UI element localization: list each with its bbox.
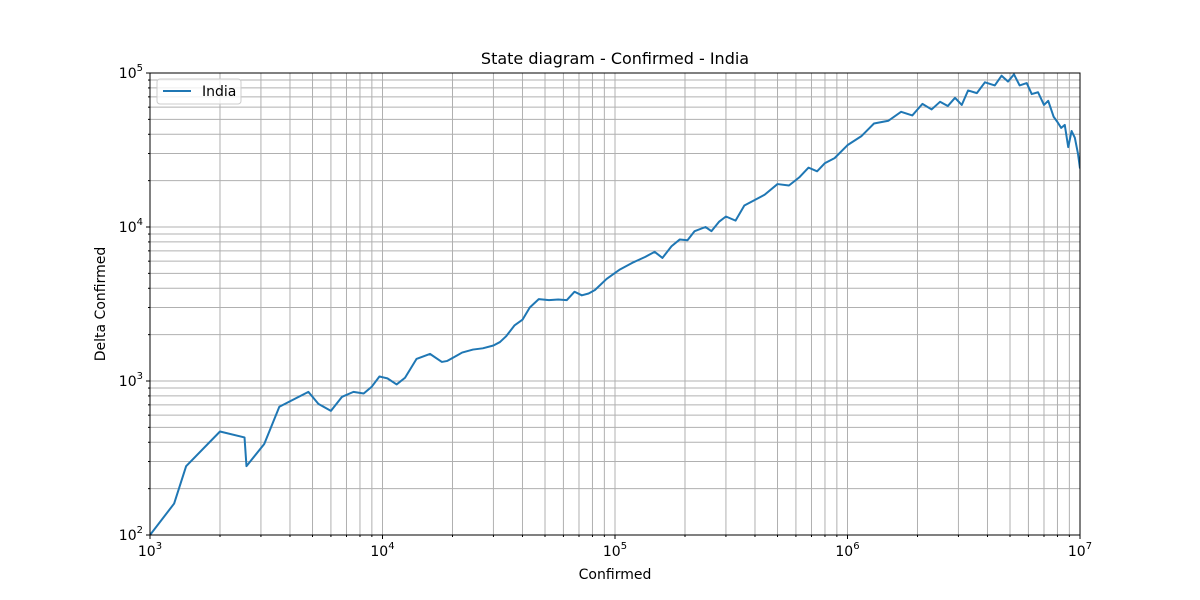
series-line-india	[150, 73, 1080, 535]
y-axis-label: Delta Confirmed	[93, 247, 109, 361]
y-tick-label: 104	[119, 217, 143, 236]
x-tick-label: 104	[370, 541, 394, 560]
x-tick-label: 105	[603, 541, 627, 560]
y-tick-label: 102	[119, 525, 143, 544]
y-tick-label: 105	[119, 63, 143, 82]
y-tick-label: 103	[119, 371, 143, 390]
x-tick-label: 107	[1068, 541, 1092, 560]
grid	[149, 72, 1081, 536]
legend: India	[156, 78, 242, 105]
x-axis-label: Confirmed	[579, 567, 652, 583]
x-tick-label: 103	[138, 541, 162, 560]
chart-title: State diagram - Confirmed - India	[481, 49, 749, 68]
x-tick-label: 106	[835, 541, 859, 560]
legend-box	[156, 78, 242, 105]
series-layer	[150, 73, 1080, 535]
legend-label-india: India	[202, 84, 236, 100]
